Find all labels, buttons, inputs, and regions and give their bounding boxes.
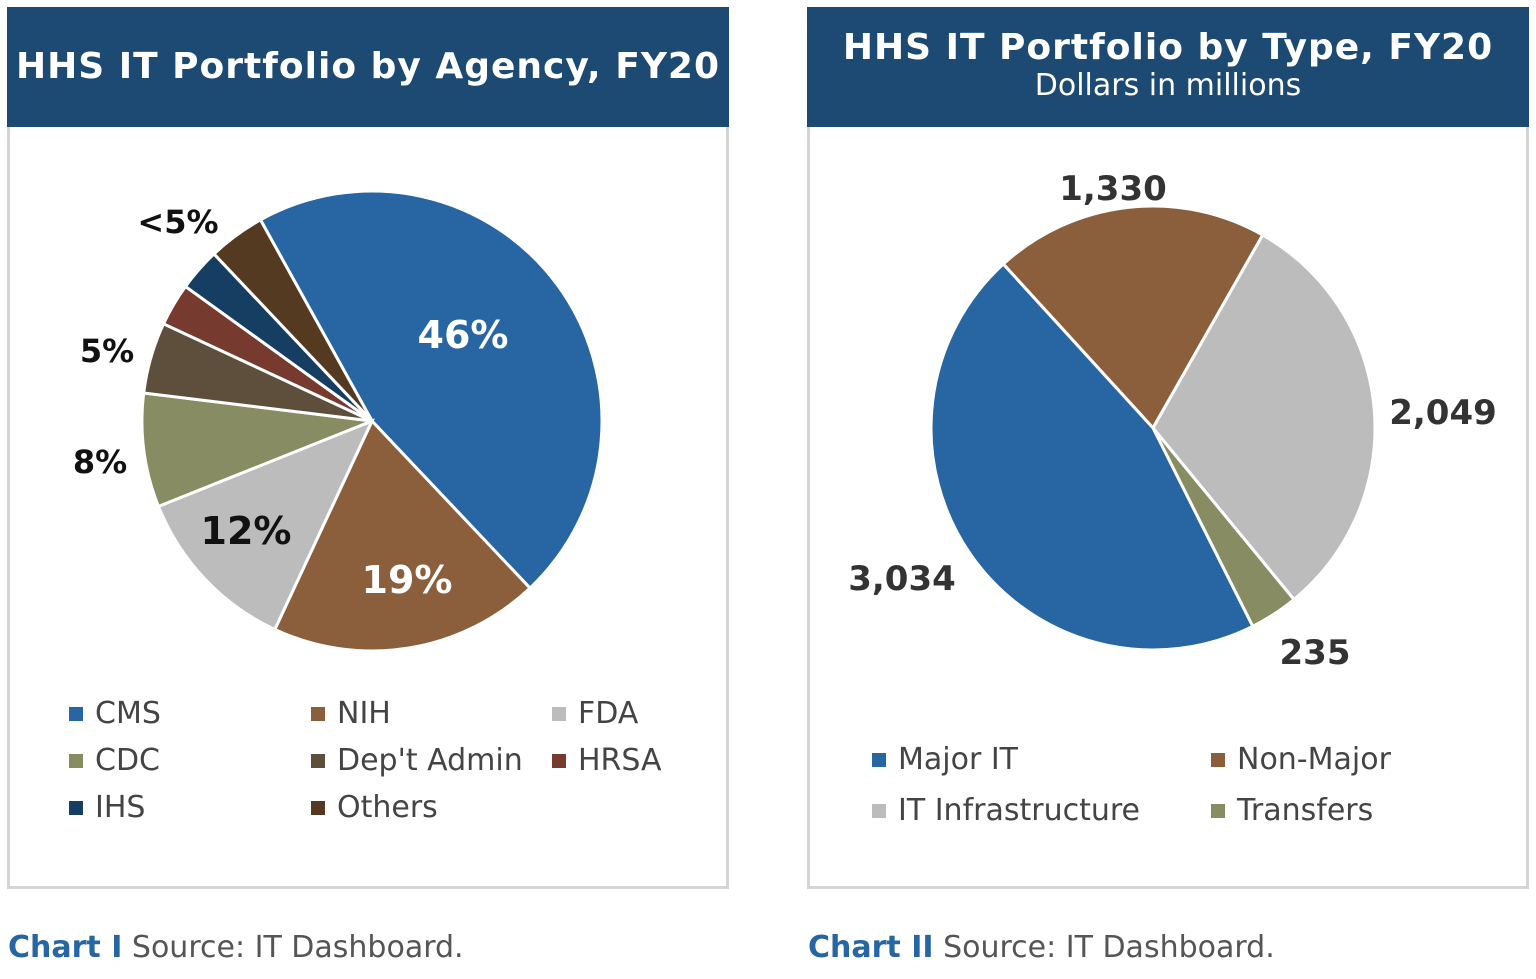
data-label: 1,330 bbox=[1059, 169, 1167, 209]
legend-item: FDA bbox=[552, 696, 638, 731]
caption-text: Source: IT Dashboard. bbox=[933, 930, 1275, 965]
legend-label: NIH bbox=[337, 696, 391, 731]
caption-1: Chart I Source: IT Dashboard. bbox=[8, 930, 464, 965]
legend-item: IHS bbox=[69, 790, 145, 825]
legend-label: Dep't Admin bbox=[337, 743, 523, 778]
legend-swatch bbox=[872, 803, 886, 818]
legend-swatch bbox=[1211, 803, 1225, 818]
pie-slice-non-major bbox=[1001, 204, 1265, 431]
legend-item: CDC bbox=[69, 743, 160, 778]
legend-item: Major IT bbox=[872, 742, 1018, 777]
data-label: 5% bbox=[80, 332, 134, 370]
legend-label: Others bbox=[337, 790, 438, 825]
legend-label: FDA bbox=[578, 696, 639, 731]
legend-item: Non-Major bbox=[1211, 742, 1391, 777]
chart-subtitle: Dollars in millions bbox=[1034, 68, 1302, 103]
caption-text: Source: IT Dashboard. bbox=[122, 930, 464, 965]
chart-agency-header: HHS IT Portfolio by Agency, FY20 bbox=[7, 7, 729, 127]
legend-swatch bbox=[552, 753, 566, 768]
legend-swatch bbox=[1211, 752, 1225, 767]
pie-slice-nih bbox=[272, 418, 533, 653]
data-label: 2,049 bbox=[1389, 393, 1497, 433]
legend-label: HRSA bbox=[578, 743, 662, 778]
legend-swatch bbox=[311, 706, 325, 721]
legend-item: Transfers bbox=[1211, 793, 1373, 828]
data-label: 235 bbox=[1280, 633, 1351, 673]
data-label: 19% bbox=[362, 558, 453, 602]
legend-label: CMS bbox=[95, 696, 161, 731]
chart-title: HHS IT Portfolio by Type, FY20 bbox=[842, 27, 1494, 68]
chart-agency-panel: HHS IT Portfolio by Agency, FY20 bbox=[7, 7, 729, 889]
chart-title: HHS IT Portfolio by Agency, FY20 bbox=[15, 46, 721, 87]
data-label: <5% bbox=[137, 203, 218, 241]
legend-label: IHS bbox=[95, 790, 146, 825]
caption-label: Chart II bbox=[808, 930, 934, 965]
legend-swatch bbox=[552, 706, 566, 721]
data-label: 12% bbox=[201, 509, 292, 553]
legend-label: Transfers bbox=[1237, 793, 1374, 828]
legend-swatch bbox=[69, 753, 83, 768]
pie-slice-fda bbox=[156, 418, 375, 632]
legend-item: Others bbox=[311, 790, 438, 825]
pie-slice-cdc bbox=[140, 391, 373, 509]
pie-slice-major-it bbox=[929, 261, 1255, 652]
pie-slice-it-infrastructure bbox=[1151, 232, 1377, 602]
data-label: 46% bbox=[418, 313, 509, 357]
pie-slice-others bbox=[211, 217, 374, 423]
caption-label: Chart I bbox=[8, 930, 123, 965]
data-label: 3,034 bbox=[848, 559, 956, 599]
legend-label: IT Infrastructure bbox=[898, 793, 1140, 828]
legend-item: CMS bbox=[69, 696, 161, 731]
legend-item: NIH bbox=[311, 696, 391, 731]
legend-swatch bbox=[311, 753, 325, 768]
chart-type-header: HHS IT Portfolio by Type, FY20 Dollars i… bbox=[807, 7, 1529, 127]
legend-swatch bbox=[69, 800, 83, 815]
legend-swatch bbox=[311, 800, 325, 815]
caption-2: Chart II Source: IT Dashboard. bbox=[808, 930, 1275, 965]
legend-item: Dep't Admin bbox=[311, 743, 523, 778]
legend-label: Major IT bbox=[898, 742, 1018, 777]
legend-swatch bbox=[69, 706, 83, 721]
legend-item: HRSA bbox=[552, 743, 662, 778]
legend-item: IT Infrastructure bbox=[872, 793, 1140, 828]
legend-label: Non-Major bbox=[1237, 742, 1391, 777]
legend-swatch bbox=[872, 752, 886, 767]
pie-slice-cms bbox=[258, 189, 604, 591]
legend-label: CDC bbox=[95, 743, 160, 778]
chart-type-panel: HHS IT Portfolio by Type, FY20 Dollars i… bbox=[807, 7, 1529, 889]
data-label: 8% bbox=[73, 443, 127, 481]
